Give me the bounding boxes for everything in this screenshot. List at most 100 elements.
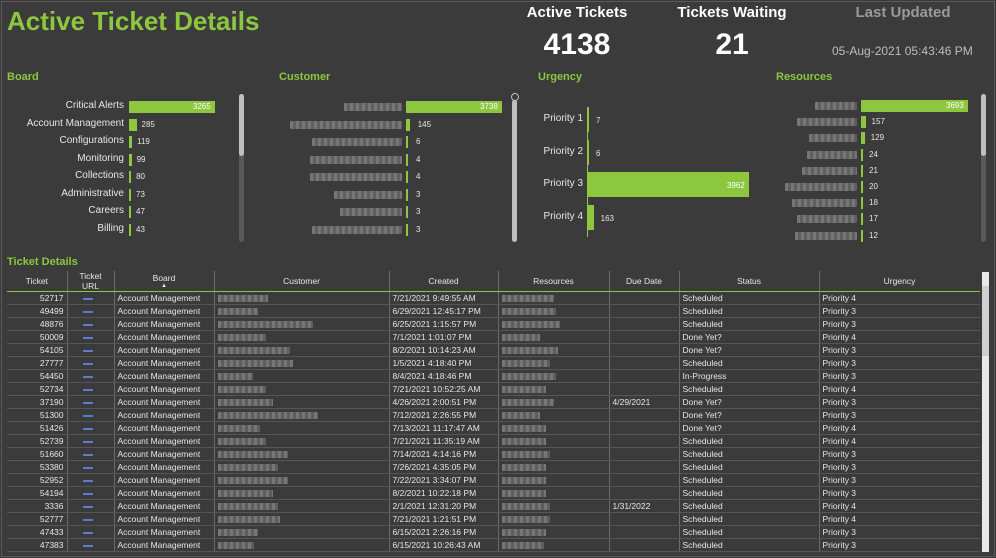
ticket-url-link[interactable]	[82, 388, 93, 391]
customer-bar[interactable]	[406, 171, 408, 183]
table-row[interactable]: 48876 Account Management 6/25/2021 1:15:57…	[7, 317, 980, 331]
board-bar[interactable]	[129, 118, 137, 131]
table-scrollbar[interactable]	[982, 272, 989, 552]
resource-bar[interactable]	[861, 100, 968, 112]
column-header-ticket[interactable]: Ticket	[7, 271, 68, 292]
board-bar[interactable]	[129, 153, 132, 166]
table-row[interactable]: 53380 Account Management 7/26/2021 4:35:05…	[7, 460, 980, 474]
table-row[interactable]: 54105 Account Management 8/2/2021 10:14:23…	[7, 343, 980, 357]
ticket-url-cell[interactable]	[67, 460, 115, 474]
ticket-url-cell[interactable]	[67, 447, 115, 461]
table-row[interactable]: 47433 Account Management 6/15/2021 2:26:16…	[7, 525, 980, 539]
ticket-url-link[interactable]	[82, 323, 93, 326]
ticket-details-table[interactable]: Ticket Ticket URL Board ▲ Customer Created Res…	[7, 271, 980, 552]
ticket-url-cell[interactable]	[67, 304, 115, 318]
customer-bar[interactable]	[406, 153, 408, 166]
table-row[interactable]: 47383 Account Management 6/15/2021 10:26:4…	[7, 538, 980, 552]
table-row[interactable]: 52717 Account Management 7/21/2021 9:49:55…	[7, 291, 980, 305]
ticket-url-cell[interactable]	[67, 408, 115, 422]
urgency-bar[interactable]	[587, 172, 749, 197]
resource-bar[interactable]	[861, 229, 863, 242]
customer-bar[interactable]	[406, 136, 408, 148]
ticket-url-cell[interactable]	[67, 395, 115, 409]
ticket-url-link[interactable]	[82, 414, 93, 417]
table-row[interactable]: 52777 Account Management 7/21/2021 1:21:51…	[7, 512, 980, 526]
column-header-board[interactable]: Board ▲	[114, 271, 215, 292]
column-header-status[interactable]: Status	[679, 271, 820, 292]
board-bar[interactable]	[129, 188, 131, 201]
table-row[interactable]: 52739 Account Management 7/21/2021 11:35:1…	[7, 434, 980, 448]
table-row[interactable]: 54194 Account Management 8/2/2021 10:22:18…	[7, 486, 980, 500]
urgency-bar[interactable]	[587, 139, 589, 165]
resources-scrollbar[interactable]	[981, 94, 986, 242]
resource-bar[interactable]	[861, 148, 863, 161]
customer-bar[interactable]	[406, 118, 410, 131]
table-row[interactable]: 54450 Account Management 8/4/2021 4:18:46 …	[7, 369, 980, 383]
board-scroll-thumb[interactable]	[239, 94, 244, 156]
ticket-url-link[interactable]	[82, 310, 93, 313]
customer-bar[interactable]	[406, 188, 408, 201]
customer-scroll-circle-icon[interactable]	[511, 93, 519, 101]
board-bar[interactable]	[129, 101, 215, 113]
ticket-url-link[interactable]	[82, 531, 93, 534]
ticket-url-cell[interactable]	[67, 434, 115, 448]
ticket-url-link[interactable]	[82, 518, 93, 521]
ticket-url-link[interactable]	[82, 336, 93, 339]
ticket-url-link[interactable]	[82, 349, 93, 352]
column-header-urgency[interactable]: Urgency	[819, 271, 980, 292]
column-header-customer[interactable]: Customer	[214, 271, 390, 292]
ticket-url-link[interactable]	[82, 427, 93, 430]
table-row[interactable]: 49499 Account Management 6/29/2021 12:45:1…	[7, 304, 980, 318]
board-scrollbar[interactable]	[239, 94, 244, 242]
board-bar[interactable]	[129, 206, 131, 218]
ticket-url-link[interactable]	[82, 479, 93, 482]
table-row[interactable]: 51426 Account Management 7/13/2021 11:17:4…	[7, 421, 980, 435]
column-header-created[interactable]: Created	[389, 271, 499, 292]
ticket-url-cell[interactable]	[67, 538, 115, 552]
ticket-url-link[interactable]	[82, 505, 93, 508]
column-header-due-date[interactable]: Due Date	[609, 271, 680, 292]
ticket-url-cell[interactable]	[67, 317, 115, 331]
resource-bar[interactable]	[861, 197, 863, 210]
ticket-url-link[interactable]	[82, 375, 93, 378]
table-row[interactable]: 27777 Account Management 1/5/2021 4:18:40 …	[7, 356, 980, 370]
ticket-url-cell[interactable]	[67, 473, 115, 487]
customer-scrollbar[interactable]	[512, 100, 517, 242]
ticket-url-cell[interactable]	[67, 486, 115, 500]
customer-bar[interactable]	[406, 101, 502, 113]
ticket-url-cell[interactable]	[67, 421, 115, 435]
ticket-url-cell[interactable]	[67, 291, 115, 305]
ticket-url-link[interactable]	[82, 401, 93, 404]
table-row[interactable]: 50009 Account Management 7/1/2021 1:01:07 …	[7, 330, 980, 344]
ticket-url-link[interactable]	[82, 440, 93, 443]
resource-bar[interactable]	[861, 164, 863, 177]
resource-bar[interactable]	[861, 213, 863, 226]
ticket-url-link[interactable]	[82, 453, 93, 456]
column-header-resources[interactable]: Resources	[498, 271, 610, 292]
board-bar[interactable]	[129, 171, 132, 183]
ticket-url-cell[interactable]	[67, 499, 115, 513]
ticket-url-cell[interactable]	[67, 343, 115, 357]
resource-bar[interactable]	[861, 181, 863, 193]
column-header-ticket-url[interactable]: Ticket URL	[67, 271, 115, 292]
ticket-url-cell[interactable]	[67, 369, 115, 383]
table-row[interactable]: 51660 Account Management 7/14/2021 4:14:16…	[7, 447, 980, 461]
ticket-url-cell[interactable]	[67, 330, 115, 344]
ticket-url-link[interactable]	[82, 544, 93, 547]
ticket-url-cell[interactable]	[67, 525, 115, 539]
table-row[interactable]: 3336 Account Management 2/1/2021 12:31:20 …	[7, 499, 980, 513]
ticket-url-link[interactable]	[82, 492, 93, 495]
urgency-bar[interactable]	[587, 107, 589, 132]
customer-scroll-thumb[interactable]	[512, 100, 517, 242]
resource-bar[interactable]	[861, 116, 866, 129]
ticket-url-cell[interactable]	[67, 382, 115, 396]
board-bar[interactable]	[129, 136, 133, 148]
ticket-url-link[interactable]	[82, 362, 93, 365]
ticket-url-cell[interactable]	[67, 356, 115, 370]
ticket-url-link[interactable]	[82, 297, 93, 300]
ticket-url-link[interactable]	[82, 466, 93, 469]
table-row[interactable]: 37190 Account Management 4/26/2021 2:00:51…	[7, 395, 980, 409]
customer-bar[interactable]	[406, 223, 408, 236]
table-row[interactable]: 51300 Account Management 7/12/2021 2:26:55…	[7, 408, 980, 422]
board-bar[interactable]	[129, 223, 131, 236]
